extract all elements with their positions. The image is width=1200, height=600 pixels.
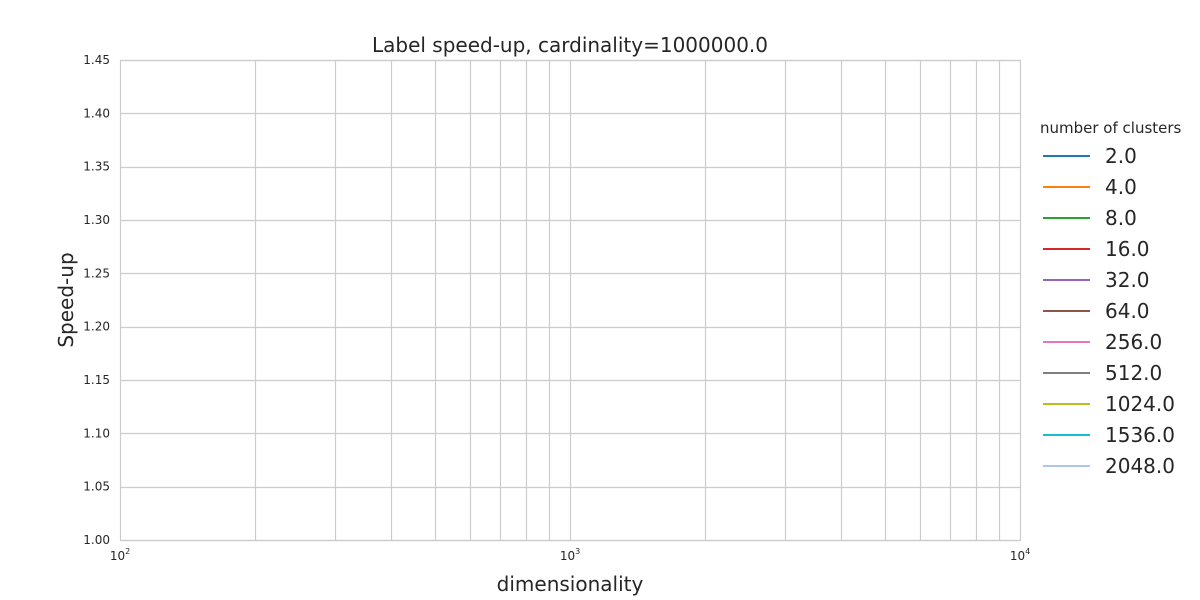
legend-entry-label: 64.0 <box>1105 299 1150 323</box>
y-tick-label: 1.20 <box>83 320 110 334</box>
x-tick-label: 102 <box>110 547 130 563</box>
legend-entry-label: 2048.0 <box>1105 454 1175 478</box>
y-tick-label: 1.45 <box>83 53 110 67</box>
y-tick-label: 1.10 <box>83 426 110 440</box>
legend-title: number of clusters <box>1040 119 1182 137</box>
chart-title: Label speed-up, cardinality=1000000.0 <box>372 33 768 57</box>
legend-entry-label: 256.0 <box>1105 330 1162 354</box>
legend-entry-label: 16.0 <box>1105 237 1150 261</box>
y-tick-label: 1.00 <box>83 533 110 547</box>
y-tick-label: 1.30 <box>83 213 110 227</box>
legend-entry-label: 8.0 <box>1105 206 1137 230</box>
x-tick-label: 103 <box>560 547 580 563</box>
legend-entry-label: 32.0 <box>1105 268 1150 292</box>
legend: number of clusters 2.0 4.0 8.0 16.0 32.0 64.0… <box>1040 119 1182 478</box>
legend-entry-label: 512.0 <box>1105 361 1162 385</box>
legend-items: 2.0 4.0 8.0 16.0 32.0 64.0 256.0 512.0 1024.0 153… <box>1043 144 1175 478</box>
y-tick-label: 1.40 <box>83 106 110 120</box>
y-tick-label: 1.05 <box>83 480 110 494</box>
legend-entry-label: 1024.0 <box>1105 392 1175 416</box>
y-tick-label: 1.25 <box>83 266 110 280</box>
plot-frame <box>119 59 1022 542</box>
legend-entry-label: 4.0 <box>1105 175 1137 199</box>
x-axis-label: dimensionality <box>497 572 644 596</box>
y-tick-label: 1.15 <box>83 373 110 387</box>
legend-entry-label: 1536.0 <box>1105 423 1175 447</box>
x-tick-label: 104 <box>1010 547 1030 563</box>
y-tick-label: 1.35 <box>83 160 110 174</box>
x-tick-labels: 102 103 104 <box>110 547 1030 563</box>
y-axis-label: Speed-up <box>54 252 78 347</box>
y-tick-labels: 1.00 1.05 1.10 1.15 1.20 1.25 1.30 1.35 1.40 1.45 <box>83 53 110 547</box>
legend-entry-label: 2.0 <box>1105 144 1137 168</box>
grid <box>120 59 1020 542</box>
